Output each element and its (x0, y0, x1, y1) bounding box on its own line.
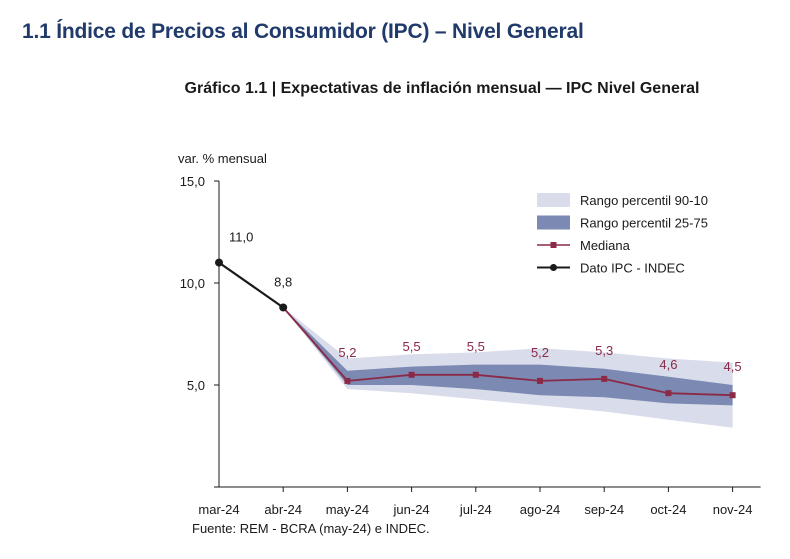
y-tick-label: 5,0 (187, 378, 205, 393)
source-note: Fuente: REM - BCRA (may-24) e INDEC. (192, 521, 430, 536)
legend-marker (550, 242, 557, 248)
dato-ipc-point (279, 303, 288, 312)
mediana-point (344, 377, 351, 384)
mediana-data-label: 5,2 (531, 345, 549, 360)
x-tick-label: sep-24 (584, 502, 624, 517)
x-tick-label: nov-24 (713, 502, 753, 517)
legend-swatch (537, 193, 570, 207)
mediana-data-label: 4,6 (659, 357, 677, 372)
y-tick-label: 15,0 (180, 174, 205, 189)
y-axis-label: var. % mensual (178, 151, 267, 166)
chart-title: Gráfico 1.1 | Expectativas de inflación … (184, 80, 700, 97)
legend: Rango percentil 90-10 Rango percentil 25-… (537, 193, 708, 276)
page-title: 1.1 Índice de Precios al Consumidor (IPC… (22, 20, 584, 43)
mediana-point (472, 371, 479, 378)
mediana-line (282, 306, 733, 397)
mediana-point (408, 371, 415, 378)
mediana-data-label: 5,3 (595, 343, 613, 358)
band-25-75 (283, 307, 733, 406)
dato-ipc-data-label: 11,0 (229, 230, 253, 245)
x-tick-label: mar-24 (198, 502, 239, 517)
y-tick-label: 10,0 (180, 276, 205, 291)
axes: 5,0 10,0 15,0 mar-24 abr-24 may-24 jun-24 jul-2… (180, 174, 761, 517)
x-tick-label: jun-24 (393, 502, 430, 517)
series-lines (215, 258, 736, 399)
legend-label: Dato IPC - INDEC (580, 261, 685, 276)
mediana-point (729, 392, 736, 399)
mediana-point (537, 377, 543, 384)
x-tick-label: abr-24 (264, 502, 302, 517)
legend-swatch (537, 215, 570, 230)
mediana-data-label: 5,5 (403, 339, 421, 354)
x-tick-label: ago-24 (520, 502, 560, 517)
x-tick-label: may-24 (326, 502, 369, 517)
mediana-point (601, 375, 608, 382)
x-tick-label: oct-24 (650, 502, 686, 517)
dato-ipc-line (218, 261, 284, 309)
mediana-data-label: 5,2 (338, 345, 356, 360)
x-tick-label: jul-24 (459, 502, 492, 517)
mediana-data-label: 5,5 (467, 339, 485, 354)
dato-ipc-data-label: 8,8 (274, 274, 292, 289)
legend-marker (550, 264, 557, 271)
legend-label: Mediana (580, 238, 631, 253)
legend-label: Rango percentil 25-75 (580, 216, 708, 231)
mediana-point (665, 390, 672, 397)
data-labels: 5,2 5,5 5,5 5,2 5,3 4,6 4,5 11,0 8,8 (229, 230, 742, 375)
mediana-data-label: 4,5 (724, 359, 742, 374)
range-bands (283, 307, 733, 428)
legend-label: Rango percentil 90-10 (580, 193, 708, 208)
